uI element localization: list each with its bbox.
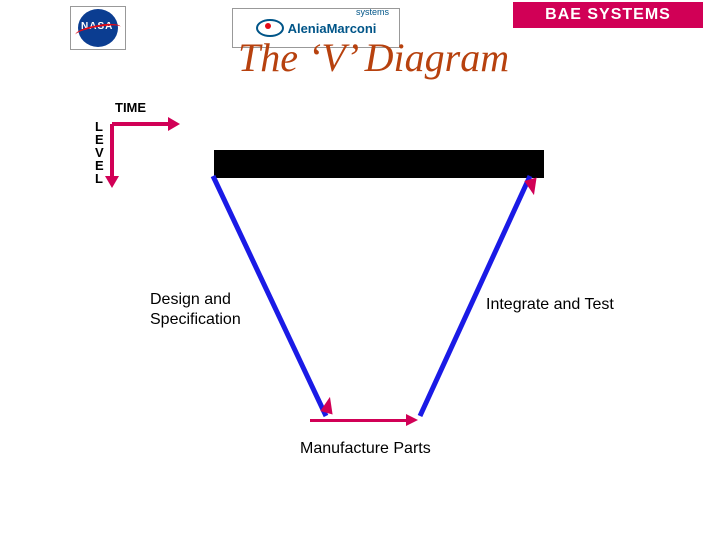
design-spec-label: Design and Specification — [150, 290, 241, 330]
diagram-stage: { "canvas": { "width": 720, "height": 54… — [0, 0, 720, 540]
v-diagram-svg — [0, 0, 720, 540]
manufacture-parts-label: Manufacture Parts — [300, 440, 431, 458]
integrate-test-label: Integrate and Test — [486, 296, 614, 314]
design-line2: Specification — [150, 311, 241, 328]
bottom-arrow-line — [310, 419, 408, 422]
design-line1: Design and — [150, 291, 231, 308]
bottom-arrow-head-icon — [406, 414, 418, 426]
